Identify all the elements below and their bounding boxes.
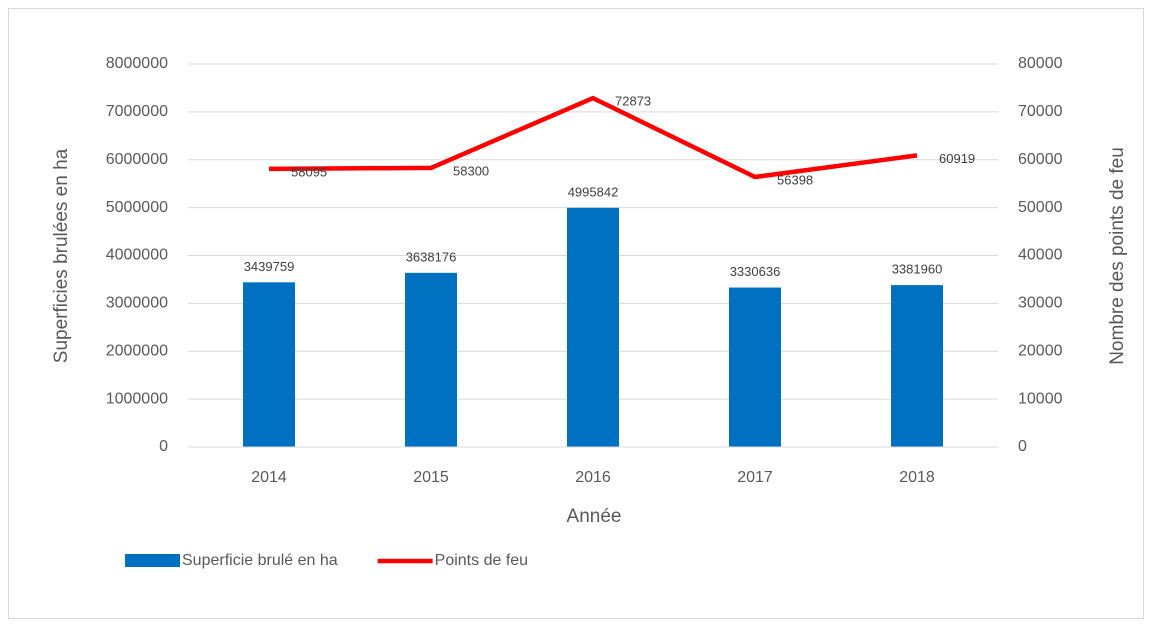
data-label: 58095 (291, 164, 327, 179)
x-tick-label: 2017 (737, 469, 773, 486)
y2-tick-label: 40000 (1018, 247, 1063, 264)
y2-tick-label: 50000 (1018, 199, 1063, 216)
x-tick-label: 2015 (413, 469, 449, 486)
y-tick-label: 4000000 (106, 247, 168, 264)
y-tick-label: 1000000 (106, 390, 168, 407)
y-axis-title: Superficies brulées en ha (51, 148, 72, 363)
data-label: 3638176 (406, 249, 457, 264)
x-tick-label: 2016 (575, 469, 611, 486)
x-tick-label: 2018 (899, 469, 935, 486)
data-label: 60919 (939, 151, 975, 166)
legend-label: Points de feu (435, 552, 528, 569)
y-tick-label: 5000000 (106, 199, 168, 216)
bar (243, 282, 295, 447)
y2-axis-title: Nombre des points de feu (1107, 147, 1128, 365)
bar (891, 285, 943, 447)
y-tick-label: 0 (159, 438, 168, 455)
y-tick-label: 8000000 (106, 55, 168, 72)
x-axis-title: Année (567, 506, 622, 527)
legend-label: Superficie brulé en ha (182, 552, 338, 569)
y2-tick-label: 10000 (1018, 390, 1063, 407)
line (268, 95, 918, 180)
data-label: 56398 (777, 172, 813, 187)
data-label: 58300 (453, 163, 489, 178)
data-label: 4995842 (568, 184, 619, 199)
x-tick-label: 2014 (251, 469, 287, 486)
data-label: 3330636 (730, 264, 781, 279)
y-tick-label: 3000000 (106, 295, 168, 312)
legend-swatch (125, 554, 180, 567)
data-label: 3439759 (244, 259, 295, 274)
y2-tick-label: 70000 (1018, 103, 1063, 120)
y2-tick-label: 30000 (1018, 295, 1063, 312)
data-label: 72873 (615, 94, 651, 109)
y2-tick-label: 60000 (1018, 151, 1063, 168)
bar (729, 287, 781, 447)
data-label: 3381960 (892, 262, 943, 277)
y-tick-label: 6000000 (106, 151, 168, 168)
bar (567, 207, 619, 447)
bar (405, 272, 457, 447)
y-tick-label: 7000000 (106, 103, 168, 120)
y-tick-label: 2000000 (106, 342, 168, 359)
y2-tick-label: 20000 (1018, 342, 1063, 359)
y2-tick-label: 80000 (1018, 55, 1063, 72)
y2-tick-label: 0 (1018, 438, 1027, 455)
